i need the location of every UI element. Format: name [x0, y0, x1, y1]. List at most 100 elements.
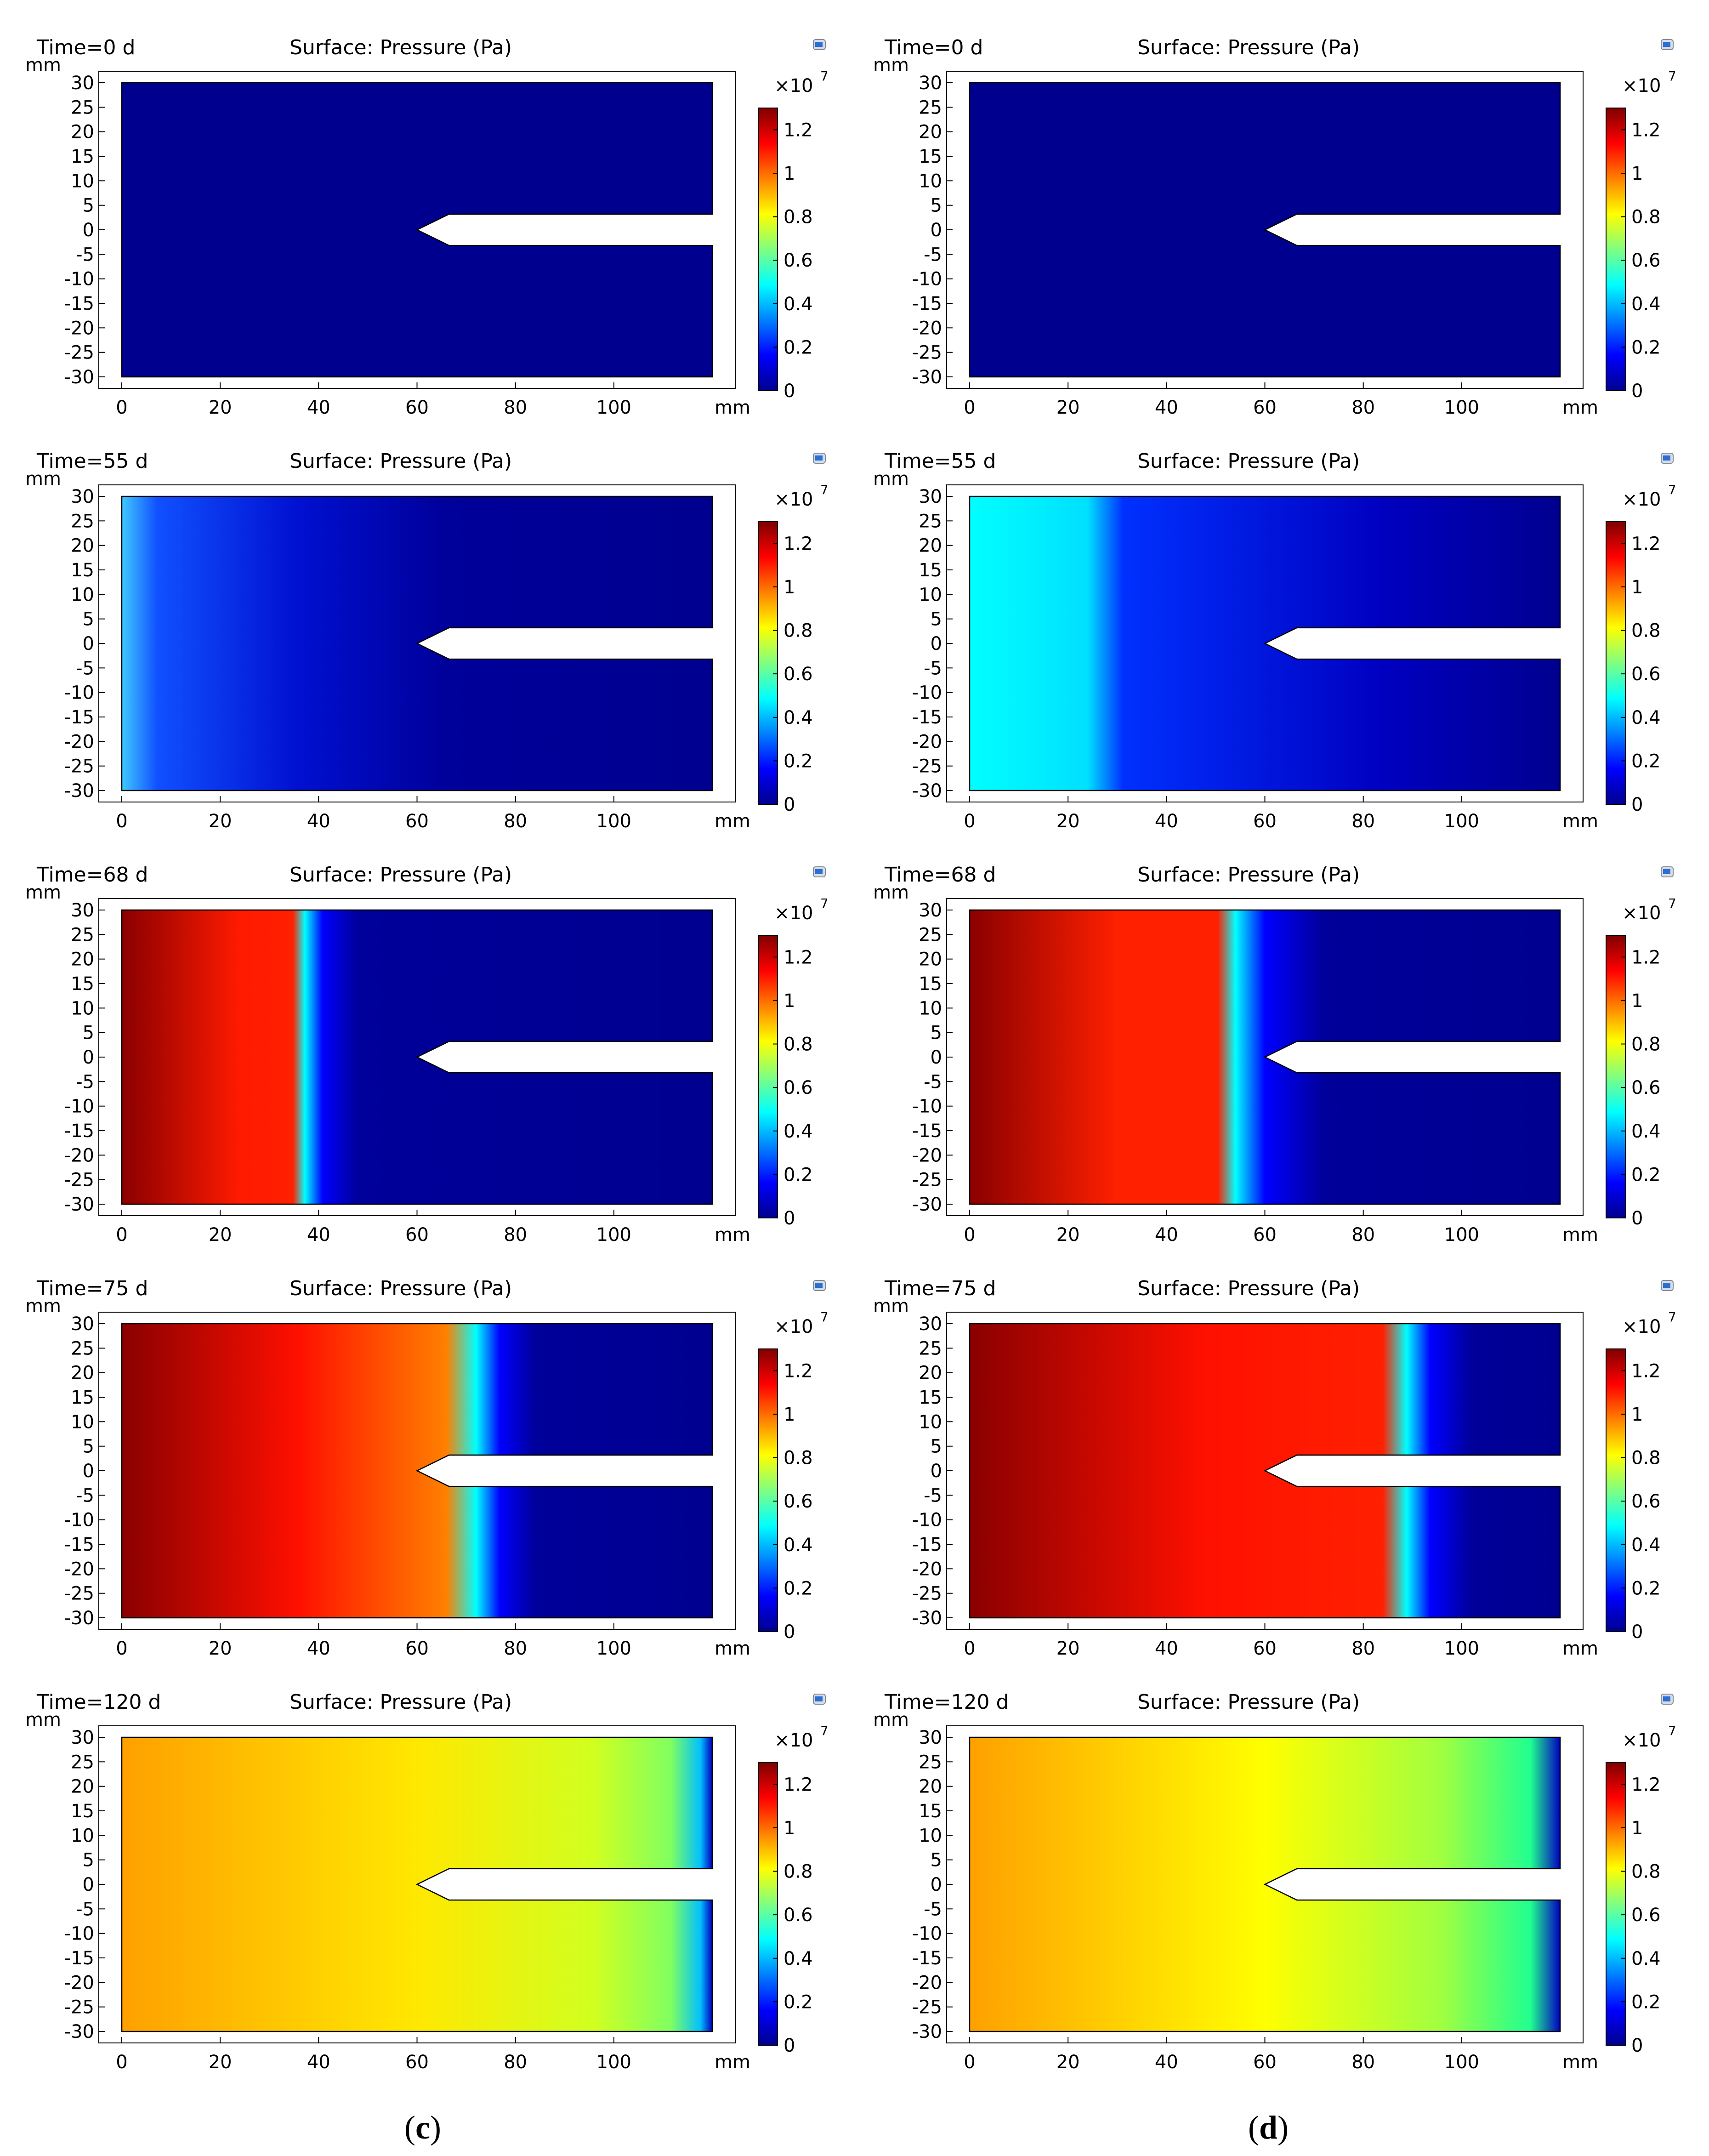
y-tick-label: 25: [71, 924, 94, 945]
y-tick-label: -15: [64, 1948, 94, 1969]
pressure-field: [121, 909, 713, 1205]
y-tick-label: 15: [919, 1801, 942, 1822]
y-tick-label: 5: [931, 1436, 942, 1457]
x-unit: mm: [715, 397, 750, 418]
colorbar-exponent: ×10: [1622, 1316, 1661, 1337]
toolbar-icon[interactable]: [1661, 1280, 1674, 1291]
time-label: Time=75 d: [884, 1277, 996, 1300]
colorbar-tick-label: 0.2: [784, 1578, 813, 1599]
colorbar-tick-label: 1: [784, 1404, 795, 1425]
y-tick-label: -10: [64, 1096, 94, 1117]
colorbar-tick-label: 1: [784, 163, 795, 184]
plot-panel-c-1: Time=0 d Surface: Pressure (Pa) mm 30 25 20 15…: [0, 28, 827, 434]
x-tick-label: 100: [1444, 2052, 1479, 2073]
colorbar-tick-label: 1: [784, 1818, 795, 1839]
y-tick-label: 0: [83, 220, 94, 241]
y-tick-label: 20: [71, 1363, 94, 1384]
colorbar-exponent: ×10: [1622, 489, 1661, 510]
surface-title: Surface: Pressure (Pa): [290, 1690, 512, 1714]
toolbar-icon[interactable]: [1661, 866, 1674, 877]
y-tick-label: 0: [83, 1047, 94, 1068]
colorbar-exponent: ×10: [774, 1316, 813, 1337]
colorbar-exponent: ×10: [774, 903, 813, 924]
y-tick-label: -5: [924, 1071, 942, 1092]
colorbar-exponent-power: 7: [1668, 482, 1675, 497]
x-tick-label: 20: [1056, 1224, 1080, 1246]
caption-d-letter: d: [1259, 2109, 1278, 2146]
plot-panel-d-2: Time=55 d Surface: Pressure (Pa) mm 30 25 20 1…: [848, 441, 1675, 848]
y-tick-label: -20: [912, 731, 942, 752]
y-tick-label: 30: [71, 486, 94, 507]
y-tick-label: -10: [64, 1510, 94, 1531]
y-tick-label: 5: [931, 609, 942, 630]
x-tick-label: 0: [116, 811, 127, 832]
y-tick-label: 15: [919, 146, 942, 167]
y-tick-label: 30: [919, 1727, 942, 1748]
toolbar-icon[interactable]: [1661, 1694, 1674, 1705]
plot-svg-d-2: Time=55 d Surface: Pressure (Pa) mm 30 25 20 1…: [873, 449, 1675, 832]
y-tick-label: 25: [919, 97, 942, 118]
colorbar-tick-label: 0.2: [1631, 337, 1661, 358]
x-tick-label: 60: [405, 397, 429, 418]
y-tick-label: 25: [71, 511, 94, 532]
colorbar-exponent: ×10: [1622, 75, 1661, 97]
colorbar-tick-label: 0.4: [1631, 294, 1661, 315]
y-tick-label: -5: [76, 1485, 94, 1506]
colorbar-tick-label: 0.2: [784, 1991, 813, 2013]
colorbar-tick-label: 0: [1631, 1208, 1643, 1229]
y-tick-label: -10: [912, 1923, 942, 1945]
y-tick-label: -5: [924, 1899, 942, 1920]
y-tick-label: 25: [919, 924, 942, 945]
time-label: Time=68 d: [884, 863, 996, 887]
colorbar-tick-label: 1.2: [784, 947, 813, 968]
x-unit: mm: [1562, 397, 1598, 418]
time-label: Time=120 d: [36, 1690, 161, 1714]
colorbar-tick-label: 0.4: [1631, 1948, 1661, 1969]
x-tick-label: 60: [405, 1224, 429, 1246]
x-unit: mm: [715, 1224, 750, 1246]
colorbar-tick-label: 0.2: [784, 751, 813, 772]
y-unit: mm: [25, 468, 61, 489]
x-tick-label: 80: [504, 1224, 527, 1246]
y-tick-label: 0: [83, 1874, 94, 1895]
y-tick-label: 30: [919, 73, 942, 94]
pressure-field: [121, 1736, 713, 2032]
y-tick-label: 5: [83, 195, 94, 216]
colorbar-tick-label: 0.8: [1631, 620, 1661, 642]
colorbar-exponent-power: 7: [820, 1309, 827, 1325]
toolbar-icon[interactable]: [813, 453, 826, 464]
colorbar-exponent-power: 7: [1668, 896, 1675, 911]
colorbar-exponent: ×10: [774, 1730, 813, 1751]
toolbar-icon[interactable]: [1661, 39, 1674, 50]
colorbar-tick-label: 1: [784, 990, 795, 1012]
x-tick-label: 0: [964, 1224, 975, 1246]
plot-svg-c-3: Time=68 d Surface: Pressure (Pa) mm 30 25 20 1…: [25, 863, 827, 1246]
toolbar-icon[interactable]: [813, 1280, 826, 1291]
y-tick-label: 10: [919, 584, 942, 605]
y-tick-label: -30: [912, 780, 942, 802]
y-tick-label: -20: [64, 731, 94, 752]
colorbar-tick-label: 0.6: [784, 1077, 813, 1098]
x-tick-label: 40: [307, 397, 330, 418]
x-tick-label: 80: [504, 811, 527, 832]
toolbar-icon[interactable]: [813, 39, 826, 50]
colorbar-tick-label: 1: [1631, 1404, 1643, 1425]
y-tick-label: 10: [71, 171, 94, 192]
colorbar-tick-label: 0.6: [1631, 1077, 1661, 1098]
y-tick-label: -30: [64, 367, 94, 388]
toolbar-icon[interactable]: [813, 866, 826, 877]
x-tick-label: 20: [1056, 397, 1080, 418]
colorbar-tick-label: 0.2: [1631, 751, 1661, 772]
y-tick-label: 30: [71, 1314, 94, 1335]
y-tick-label: -30: [912, 1608, 942, 1629]
toolbar-icon[interactable]: [813, 1694, 826, 1705]
toolbar-icon[interactable]: [1661, 453, 1674, 464]
x-tick-label: 60: [405, 2052, 429, 2073]
y-tick-label: -15: [64, 293, 94, 314]
y-tick-label: 20: [71, 949, 94, 970]
plot-panel-d-5: Time=120 d Surface: Pressure (Pa) mm 30 25 20…: [848, 1682, 1675, 2089]
y-tick-label: 25: [919, 1338, 942, 1359]
plot-panel-c-4: Time=75 d Surface: Pressure (Pa) mm 30 25 20 1…: [0, 1269, 827, 1675]
y-tick-label: 15: [71, 560, 94, 581]
x-unit: mm: [1562, 1224, 1598, 1246]
